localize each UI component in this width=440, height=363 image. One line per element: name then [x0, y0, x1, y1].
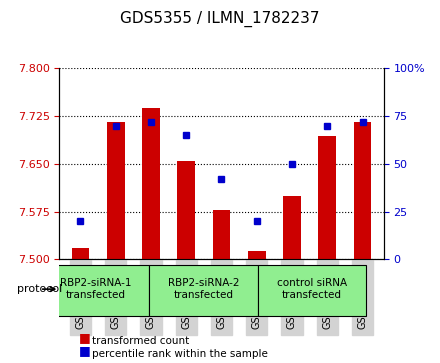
Bar	[283, 196, 301, 259]
Text: protocol: protocol	[17, 284, 62, 294]
Bar	[72, 248, 89, 259]
Bar	[354, 122, 371, 259]
FancyBboxPatch shape	[257, 265, 366, 316]
Text: RBP2-siRNA-1
transfected: RBP2-siRNA-1 transfected	[59, 278, 131, 300]
Bar	[142, 108, 160, 259]
FancyBboxPatch shape	[41, 265, 150, 316]
Bar	[177, 161, 195, 259]
Text: control siRNA
transfected: control siRNA transfected	[276, 278, 347, 300]
Bar	[319, 136, 336, 259]
Text: ■: ■	[79, 331, 91, 344]
Text: percentile rank within the sample: percentile rank within the sample	[92, 349, 268, 359]
FancyBboxPatch shape	[150, 265, 257, 316]
Text: GDS5355 / ILMN_1782237: GDS5355 / ILMN_1782237	[120, 11, 320, 27]
Text: transformed count: transformed count	[92, 336, 190, 346]
Text: ■: ■	[79, 344, 91, 357]
Bar	[107, 122, 125, 259]
Bar	[213, 210, 230, 259]
Bar	[248, 251, 266, 259]
Text: RBP2-siRNA-2
transfected: RBP2-siRNA-2 transfected	[168, 278, 239, 300]
